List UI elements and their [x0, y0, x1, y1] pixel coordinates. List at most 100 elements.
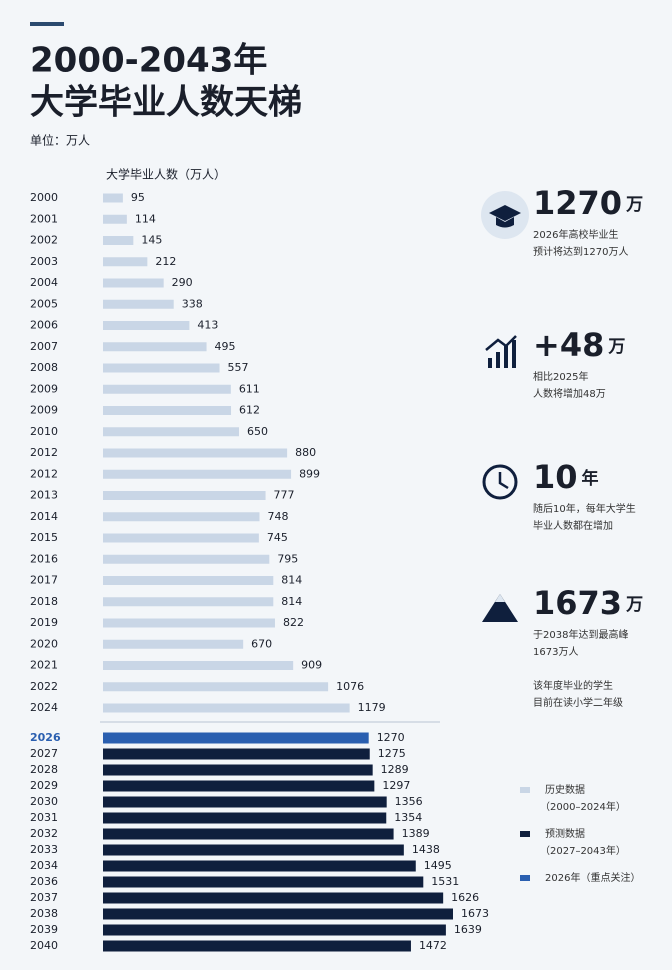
value-label: 1270: [377, 731, 405, 744]
subtitle: 单位：万人: [30, 133, 90, 148]
y-tick-label: 2038: [30, 907, 58, 920]
y-tick-label: 2004: [30, 276, 58, 289]
legend-note: （2027–2043年）: [540, 844, 626, 857]
y-tick-label: 2030: [30, 795, 58, 808]
bar: [103, 512, 260, 522]
icon-cap: [481, 191, 529, 239]
y-tick-label: 2002: [30, 234, 58, 247]
y-tick-label: 2013: [30, 489, 58, 502]
value-label: 612: [239, 404, 260, 417]
y-tick-label: 2014: [30, 510, 58, 523]
stat-note: 于2038年达到最高峰: [533, 628, 628, 641]
value-label: 1354: [394, 811, 422, 824]
value-label: 1531: [431, 875, 459, 888]
stat-note: 2026年高校毕业生: [533, 228, 618, 241]
bar: [103, 469, 292, 479]
stat-value: 1673 万: [533, 584, 643, 622]
value-label: 114: [135, 212, 156, 225]
bar: [103, 491, 266, 500]
stat-note: 随后10年，每年大学生: [533, 502, 636, 515]
y-tick-label: 2019: [30, 616, 58, 629]
stat-note: 毕业人数都在增加: [533, 519, 613, 532]
y-tick-label: 2009: [30, 404, 58, 417]
bar: [103, 780, 375, 792]
bar: [103, 860, 416, 872]
value-label: 413: [197, 319, 218, 332]
value-label: 1495: [424, 859, 452, 872]
value-label: 290: [172, 276, 193, 289]
stat-number: 1270: [533, 184, 622, 222]
value-label: 1289: [381, 763, 409, 776]
y-tick-label: 2012: [30, 467, 58, 480]
bar: [103, 554, 270, 564]
bar: [103, 682, 329, 692]
stat-value: 10 年: [533, 458, 599, 496]
value-label: 1179: [358, 701, 386, 714]
stat-unit: 年: [582, 468, 599, 489]
value-label: 338: [182, 297, 203, 310]
bar: [103, 278, 164, 288]
title-line: 大学毕业人数天梯: [30, 83, 302, 123]
bar: [103, 427, 239, 437]
bar: [103, 193, 123, 203]
y-tick-label: 2001: [30, 212, 58, 225]
legend-swatch: [520, 787, 530, 793]
value-label: 212: [155, 255, 176, 268]
y-tick-label: 2028: [30, 763, 58, 776]
y-tick-label: 2040: [30, 939, 58, 952]
stat-unit: 万: [607, 337, 625, 357]
y-tick-label: 2016: [30, 552, 58, 565]
y-tick-label: 2034: [30, 859, 58, 872]
bar: [103, 844, 404, 856]
value-label: 670: [251, 637, 272, 650]
legend-label: 预测数据: [545, 827, 585, 840]
y-tick-label: 2031: [30, 811, 58, 824]
y-tick-label: 2021: [30, 659, 58, 672]
y-tick-label: 2027: [30, 747, 58, 760]
bar: [103, 597, 274, 607]
value-label: 650: [247, 425, 268, 438]
legend-label: 2026年（重点关注）: [545, 871, 640, 884]
bar: [103, 764, 373, 776]
bar: [103, 812, 387, 824]
y-tick-label: 2020: [30, 637, 58, 650]
stat-number: 10: [533, 458, 578, 496]
y-tick-label: 2007: [30, 340, 58, 353]
value-label: 557: [228, 361, 249, 374]
value-label: 795: [277, 552, 298, 565]
y-tick-label: 2009: [30, 382, 58, 395]
stat-note: 1673万人: [533, 646, 578, 658]
y-tick-label: 2006: [30, 319, 58, 332]
value-label: 1438: [412, 843, 440, 856]
y-tick-label: 2032: [30, 827, 58, 840]
bar: [103, 236, 134, 245]
y-tick-label: 2026: [30, 731, 61, 744]
legend-swatch: [520, 875, 530, 881]
legend-swatch: [520, 831, 530, 837]
stat-note: 相比2025年: [533, 370, 588, 383]
bar: [103, 257, 148, 267]
y-tick-label: 2029: [30, 779, 58, 792]
value-label: 745: [267, 531, 288, 544]
bar: [103, 406, 232, 415]
icon-clock: [482, 464, 518, 500]
y-tick-label: 2010: [30, 425, 58, 438]
bar: [103, 321, 190, 330]
stat-number: 1673: [533, 584, 622, 622]
bar: [103, 828, 394, 840]
value-label: 880: [295, 446, 316, 459]
stat-unit: 万: [625, 195, 643, 215]
value-label: 611: [239, 382, 260, 395]
bar: [103, 533, 259, 543]
value-label: 1472: [419, 939, 447, 952]
bar: [103, 639, 244, 649]
stat-value: 1270 万: [533, 184, 643, 222]
y-tick-label: 2017: [30, 574, 58, 587]
bar: [103, 214, 127, 224]
value-label: 95: [131, 191, 145, 204]
value-label: 814: [281, 595, 302, 608]
y-tick-label: 2039: [30, 923, 58, 936]
value-label: 1297: [382, 779, 410, 792]
